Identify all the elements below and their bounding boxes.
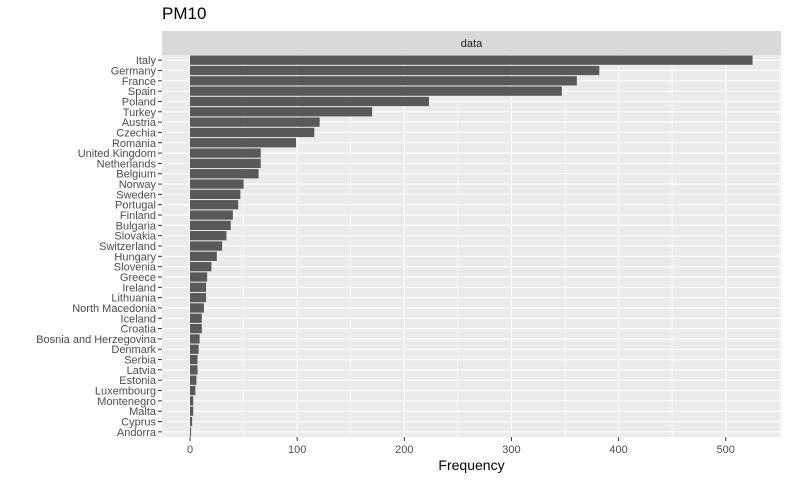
bar <box>190 251 217 261</box>
bar <box>190 210 233 220</box>
x-tick-label: 100 <box>288 444 306 456</box>
y-tick-label: Serbia <box>124 355 157 367</box>
facet-strip-label: data <box>461 38 483 50</box>
bar <box>190 427 192 437</box>
y-tick-label: Iceland <box>121 313 156 325</box>
y-tick-label: Greece <box>120 272 156 284</box>
bar <box>190 200 239 210</box>
y-tick-label: Poland <box>122 96 156 108</box>
bar <box>190 55 753 65</box>
bar <box>190 282 207 292</box>
y-tick-label: Malta <box>129 406 157 418</box>
bar <box>190 76 577 86</box>
y-tick-label: Denmark <box>111 344 156 356</box>
bar <box>190 334 200 344</box>
y-tick-label: Croatia <box>121 324 157 336</box>
y-tick-label: Italy <box>136 55 157 67</box>
y-tick-label: United Kingdom <box>78 148 156 160</box>
bar <box>190 313 202 323</box>
bar <box>190 231 227 241</box>
y-tick-label: Bosnia and Herzegovina <box>36 334 157 346</box>
y-tick-label: Cyprus <box>121 417 156 429</box>
bar <box>190 241 223 251</box>
y-tick-label: France <box>122 76 156 88</box>
bar <box>190 406 194 416</box>
bar <box>190 272 208 282</box>
bar <box>190 96 429 107</box>
y-tick-label: Spain <box>128 86 156 98</box>
x-tick-label: 0 <box>187 444 193 456</box>
y-tick-label: Luxembourg <box>95 386 156 398</box>
bar <box>190 292 207 303</box>
bar <box>190 127 315 138</box>
y-tick-label: Belgium <box>116 169 156 181</box>
y-tick-label: Norway <box>119 179 157 191</box>
x-axis-title: Frequency <box>438 457 504 473</box>
bar <box>190 179 244 189</box>
bars <box>190 55 753 437</box>
bar <box>190 148 261 158</box>
y-tick-label: Latvia <box>127 365 157 377</box>
x-tick-label: 400 <box>609 444 627 456</box>
y-tick-label: Czechia <box>116 127 157 139</box>
y-tick-label: Bulgaria <box>116 220 157 232</box>
y-tick-label: Turkey <box>123 107 157 119</box>
bar <box>190 86 562 96</box>
x-tick-label: 500 <box>717 444 735 456</box>
y-tick-label: Estonia <box>119 375 157 387</box>
bar <box>190 323 202 334</box>
chart-title: PM10 <box>162 4 207 23</box>
y-tick-label: Finland <box>120 210 156 222</box>
bar <box>190 107 373 117</box>
bar <box>190 158 261 169</box>
bar <box>190 303 204 313</box>
bar <box>190 189 241 200</box>
y-tick-label: Romania <box>112 138 157 150</box>
facet-strip <box>162 31 781 55</box>
bar <box>190 396 194 406</box>
bar <box>190 354 198 365</box>
bar <box>190 117 320 127</box>
y-tick-label: Sweden <box>116 189 156 201</box>
y-tick-label: Austria <box>122 117 157 129</box>
bar <box>190 220 231 230</box>
x-tick-label: 300 <box>502 444 520 456</box>
y-tick-label: Lithuania <box>111 293 157 305</box>
y-tick-label: Ireland <box>122 282 156 294</box>
y-tick-label: Switzerland <box>99 241 156 253</box>
bar <box>190 365 198 375</box>
bar <box>190 169 259 179</box>
bar <box>190 65 600 76</box>
y-tick-label: Hungary <box>114 251 156 263</box>
bar <box>190 344 199 354</box>
bar <box>190 416 193 427</box>
y-tick-label: Netherlands <box>97 158 157 170</box>
y-tick-label: Slovakia <box>114 231 156 243</box>
y-tick-label: Montenegro <box>97 396 156 408</box>
x-axis-ticks: 0 100 200 300 400 500 <box>187 437 735 456</box>
y-tick-label: Andorra <box>117 427 157 439</box>
y-tick-label: North Macedonia <box>72 303 157 315</box>
x-tick-label: 200 <box>395 444 413 456</box>
bar <box>190 262 212 272</box>
y-tick-label: Portugal <box>115 200 156 212</box>
bar <box>190 385 196 396</box>
y-axis-labels: ItalyGermanyFranceSpainPolandTurkeyAustr… <box>36 55 162 439</box>
y-tick-label: Germany <box>111 65 157 77</box>
bar <box>190 138 297 148</box>
y-tick-label: Slovenia <box>114 262 157 274</box>
bar <box>190 375 197 385</box>
